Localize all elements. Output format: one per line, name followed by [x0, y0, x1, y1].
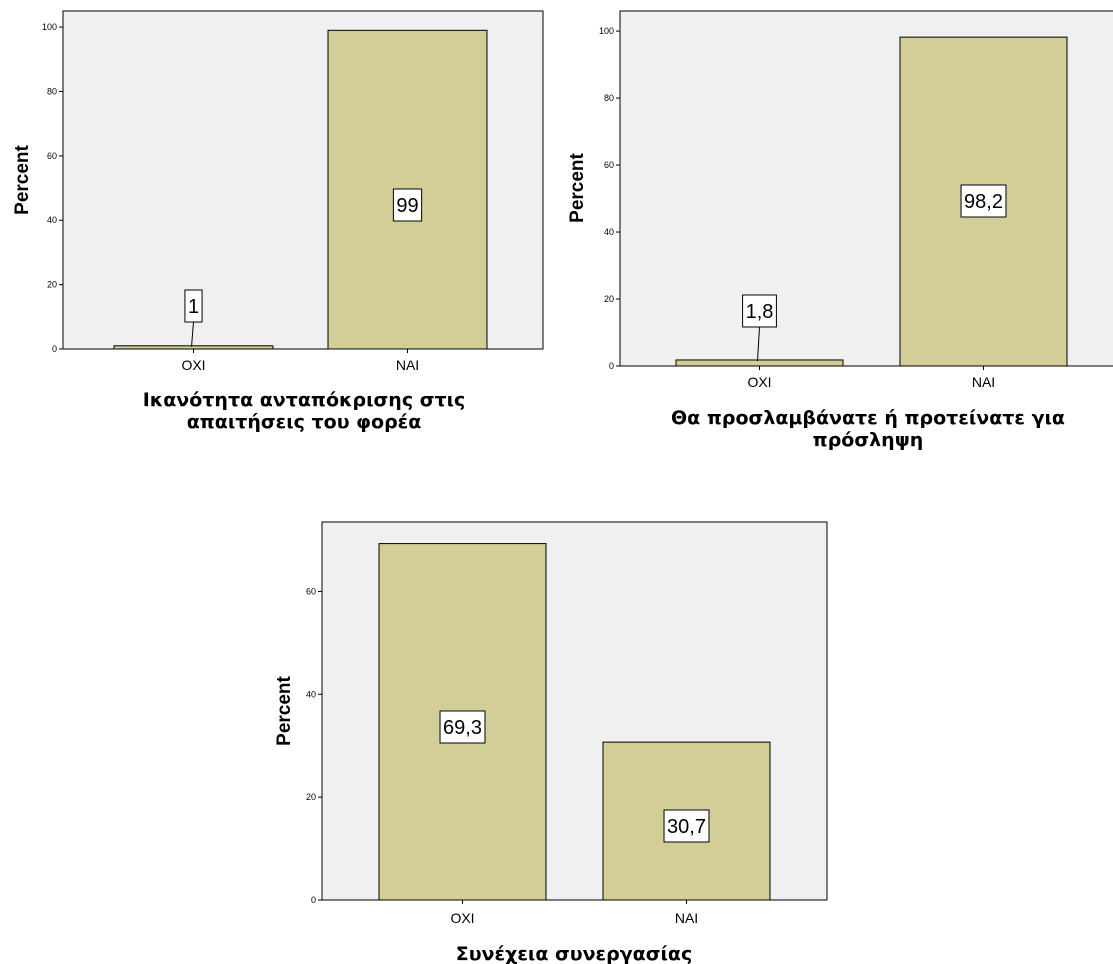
y-axis-label: Percent — [567, 152, 588, 222]
y-tick-label: 20 — [47, 280, 57, 290]
x-axis-label: πρόσληψη — [813, 429, 924, 451]
data-label-group: 30,7 — [663, 809, 710, 843]
y-tick-label: 80 — [604, 93, 614, 103]
y-tick-label: 60 — [47, 151, 57, 161]
y-tick-label: 80 — [47, 86, 57, 96]
data-label-group: 99 — [392, 188, 423, 222]
data-label-box — [439, 710, 486, 744]
data-label-box — [960, 184, 1007, 218]
x-tick-label: ΟΧΙ — [181, 357, 205, 373]
x-tick-label: ΝΑΙ — [396, 357, 419, 373]
y-tick-label: 60 — [604, 160, 614, 170]
x-axis-label: Θα προσλαμβάνατε ή προτείνατε για — [671, 407, 1065, 429]
y-axis-label: Percent — [12, 144, 33, 214]
x-axis-label: Συνέχεια συνεργασίας — [456, 943, 693, 964]
x-axis-label: απαιτήσεις του φορέα — [187, 411, 422, 433]
data-label-group: 98,2 — [960, 184, 1007, 218]
y-tick-label: 40 — [47, 215, 57, 225]
y-tick-label: 0 — [609, 361, 614, 371]
chart-1: 0 20 40 60 80 100 ΟΧΙ 1 ΝΑΙ 99 Percent Ικανότητα αν… — [12, 10, 544, 433]
y-tick-label: 60 — [306, 586, 316, 596]
chart-2: 0 20 40 60 80 100 ΟΧΙ 1,8 ΝΑΙ 98,2 Percent Θα προσλ… — [567, 10, 1113, 451]
data-label-group: 1 — [184, 289, 203, 347]
data-label-box — [663, 809, 710, 843]
y-tick-label: 40 — [306, 689, 316, 699]
y-tick-label: 40 — [604, 227, 614, 237]
y-tick-label: 100 — [42, 22, 57, 32]
data-label-group: 69,3 — [439, 710, 486, 744]
data-label-leader — [191, 321, 194, 347]
data-label-box — [742, 294, 777, 328]
y-tick-label: 20 — [604, 294, 614, 304]
x-tick-label: ΝΑΙ — [972, 374, 995, 390]
data-label-leader — [757, 326, 760, 362]
x-tick-label: ΟΧΙ — [450, 910, 474, 926]
data-label-box — [392, 188, 423, 222]
data-label: 1,8 — [746, 301, 774, 323]
data-label: 30,7 — [667, 816, 706, 838]
data-label: 1 — [188, 296, 199, 318]
data-label: 98,2 — [964, 191, 1003, 213]
bar-ΟΧΙ — [113, 345, 274, 350]
y-tick-label: 0 — [52, 344, 57, 354]
y-tick-label: 0 — [311, 895, 316, 905]
data-label-group: 1,8 — [742, 294, 777, 362]
y-tick-label: 100 — [599, 26, 614, 36]
data-label: 99 — [396, 195, 418, 217]
x-axis-label: Ικανότητα ανταπόκρισης στις — [143, 389, 466, 411]
x-tick-label: ΟΧΙ — [747, 374, 771, 390]
bar-ΟΧΙ — [675, 359, 844, 367]
x-tick-label: ΝΑΙ — [675, 910, 698, 926]
chart-3: 0 20 40 60 ΟΧΙ 69,3 ΝΑΙ 30,7 Percent Συνέχεια συν… — [274, 521, 828, 964]
data-label: 69,3 — [443, 717, 482, 739]
y-tick-label: 20 — [306, 792, 316, 802]
y-axis-label: Percent — [274, 675, 295, 745]
